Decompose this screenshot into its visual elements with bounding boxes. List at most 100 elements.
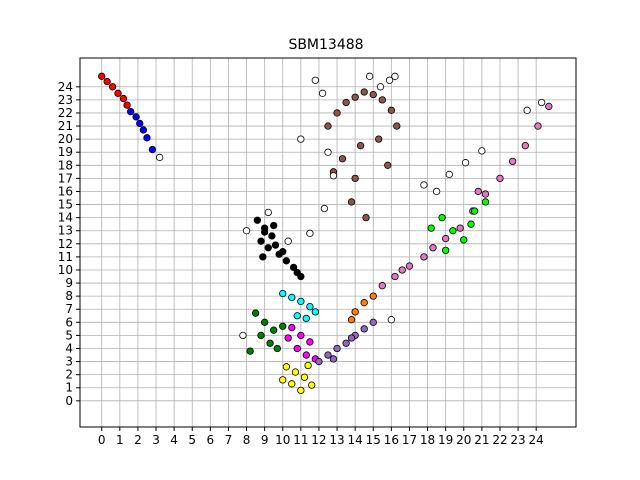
cluster-3-point (311, 308, 319, 316)
cluster-1-point (139, 126, 148, 134)
cluster-8-point (347, 316, 356, 324)
x-tick-label: 1 (116, 433, 124, 447)
cluster-1-point (132, 113, 140, 121)
cluster-2-point (271, 241, 280, 249)
cluster-12-point (284, 237, 292, 245)
cluster-10-point (449, 227, 457, 235)
cluster-2-point (257, 237, 265, 245)
x-tick-label: 10 (275, 433, 290, 447)
cluster-9-point (496, 174, 504, 183)
cluster-2-point (289, 263, 298, 272)
cluster-12-point (420, 181, 428, 189)
y-tick-label: 0 (65, 394, 73, 408)
cluster-12-point (387, 316, 396, 324)
x-tick-label: 22 (492, 433, 507, 447)
cluster-12-point (297, 135, 305, 143)
y-tick-label: 5 (65, 328, 73, 342)
cluster-12-point (311, 76, 319, 84)
x-tick-label: 3 (152, 433, 160, 447)
cluster-7-point (315, 357, 323, 366)
cluster-7-point (347, 334, 356, 342)
cluster-3-point (279, 289, 287, 298)
cluster-1-point (143, 134, 151, 142)
x-tick-label: 14 (348, 433, 363, 447)
cluster-10-point (442, 246, 450, 255)
cluster-10-point (460, 236, 468, 244)
cluster-9-point (481, 190, 490, 198)
cluster-11-point (333, 109, 341, 117)
cluster-11-point (338, 155, 347, 163)
cluster-10-point (470, 207, 479, 215)
cluster-9-point (429, 244, 437, 252)
cluster-11-point (369, 90, 377, 99)
y-tick-label: 2 (65, 368, 73, 382)
cluster-10-point (467, 220, 475, 228)
cluster-4-point (251, 309, 260, 317)
x-tick-label: 2 (134, 433, 142, 447)
x-tick-label: 13 (329, 433, 344, 447)
cluster-10-point (481, 198, 490, 206)
y-tick-label: 17 (58, 171, 73, 185)
cluster-0-point (98, 72, 106, 80)
cluster-6-point (297, 386, 305, 395)
x-tick-label: 9 (261, 433, 269, 447)
cluster-10-point (427, 224, 435, 232)
x-tick-label: 21 (474, 433, 489, 447)
cluster-3-point (297, 297, 305, 306)
cluster-0-point (114, 89, 122, 97)
cluster-7-point (342, 339, 350, 347)
cluster-12-point (264, 208, 272, 217)
cluster-6-point (304, 361, 312, 370)
cluster-11-point (378, 96, 386, 104)
x-tick-label: 24 (529, 433, 544, 447)
cluster-12-point (239, 331, 247, 340)
x-tick-label: 18 (420, 433, 435, 447)
cluster-2-point (259, 253, 267, 261)
y-tick-label: 4 (65, 341, 73, 355)
cluster-12-point (391, 72, 399, 80)
chart-title: SBM13488 (288, 37, 363, 53)
y-tick-label: 1 (65, 381, 73, 395)
cluster-6-point (288, 380, 296, 388)
cluster-3-point (288, 293, 296, 302)
cluster-2-point (279, 248, 287, 256)
data-points (98, 72, 553, 395)
x-tick-label: 20 (456, 433, 471, 447)
cluster-12-point (445, 170, 453, 179)
cluster-12-point (242, 227, 251, 235)
x-tick-label: 23 (510, 433, 525, 447)
cluster-12-point (537, 98, 546, 107)
y-tick-label: 24 (58, 80, 73, 94)
x-tick-label: 5 (188, 433, 196, 447)
cluster-11-point (360, 88, 368, 96)
x-tick-label: 19 (438, 433, 453, 447)
cluster-3-point (293, 312, 301, 320)
cluster-6-point (282, 363, 291, 371)
x-tick-label: 8 (243, 433, 251, 447)
cluster-7-point (369, 318, 377, 326)
cluster-11-point (324, 122, 332, 130)
cluster-12-point (155, 153, 164, 162)
cluster-9-point (398, 266, 406, 274)
cluster-12-point (523, 106, 531, 114)
cluster-12-point (318, 89, 327, 97)
plot-frame (79, 57, 577, 428)
x-tick-label: 7 (225, 433, 233, 447)
cluster-9-point (420, 253, 428, 261)
x-tick-label: 12 (311, 433, 326, 447)
cluster-1-point (136, 119, 144, 128)
cluster-2-point (282, 257, 291, 265)
cluster-2-point (268, 232, 276, 240)
cluster-9-point (391, 272, 399, 281)
x-axis-ticks: 0 1 2 3 4 5 6 7 8 9 10 11 12 13 14 15 16 17 18 19 20 21 22 23 24 (98, 427, 544, 447)
cluster-7-point (333, 344, 341, 353)
cluster-1-point (127, 107, 135, 116)
cluster-11-point (356, 142, 365, 150)
cluster-0-point (103, 77, 111, 86)
cluster-2-point (297, 272, 305, 281)
x-tick-label: 11 (293, 433, 308, 447)
cluster-3-point (306, 302, 314, 311)
cluster-4-point (273, 344, 281, 353)
